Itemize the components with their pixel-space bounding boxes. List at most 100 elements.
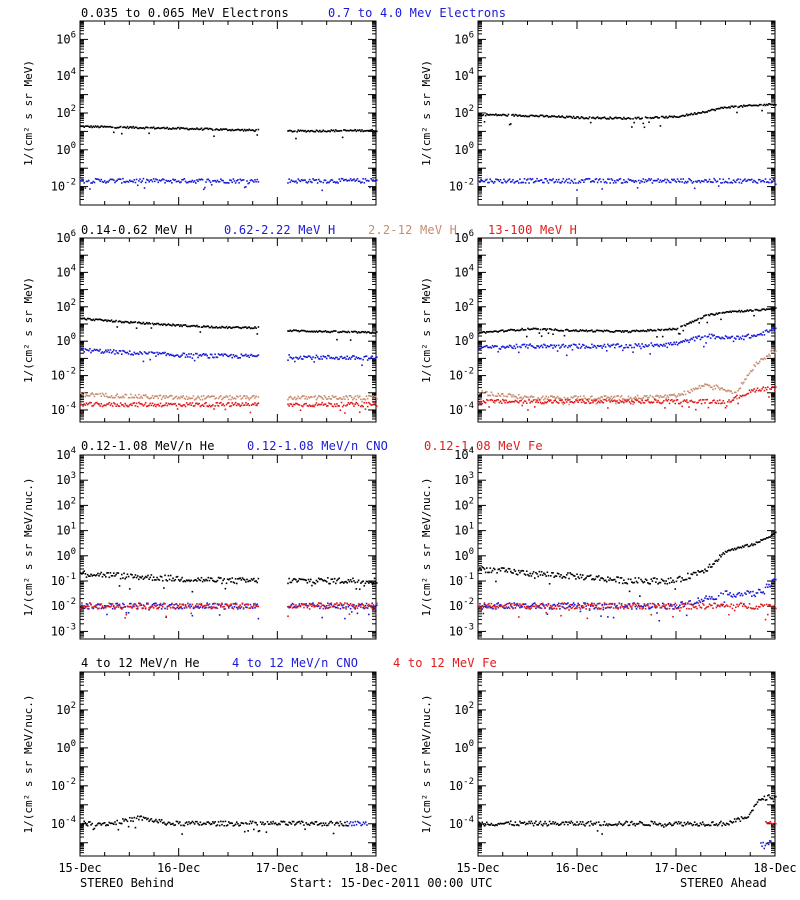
data-point [134,394,137,396]
data-point [325,182,328,184]
data-point [740,182,743,184]
data-point [298,357,301,359]
data-point [105,349,107,352]
data-point [194,128,197,131]
data-point [340,604,343,607]
data-point [705,342,707,344]
data-point [306,330,309,333]
data-point [146,603,148,605]
data-point [501,393,504,395]
data-point [764,358,767,360]
data-point [105,126,107,128]
data-point [355,179,358,182]
data-point [82,347,84,350]
data-point [613,180,616,182]
data-point [312,604,314,606]
data-point [335,356,337,359]
data-point [148,404,150,407]
data-point [647,399,649,401]
data-point [736,397,738,400]
data-point [681,393,683,395]
data-point [319,403,321,406]
data-point [649,394,651,397]
data-point [179,397,181,400]
data-point [242,395,245,397]
data-point [103,180,106,182]
data-point [498,568,501,570]
data-point [188,396,190,399]
data-point [240,398,243,400]
data-point [540,402,543,405]
data-point [253,354,255,357]
data-point [130,353,132,356]
data-point [583,395,585,397]
data-point [157,403,160,406]
data-point [537,180,539,182]
data-point [505,569,508,571]
data-point [152,405,155,407]
data-point [731,182,734,184]
data-point [341,136,344,139]
data-point [685,340,688,342]
data-point [580,116,583,118]
data-point [160,608,163,610]
data-point [323,179,326,181]
data-point [680,178,682,180]
data-point [238,182,240,184]
data-point [621,118,624,120]
data-point [484,402,487,404]
data-point [167,128,170,130]
data-point [136,352,139,355]
data-point [514,399,517,402]
data-point [345,608,347,610]
data-point [563,181,566,184]
data-point [225,582,228,585]
data-point [289,605,292,608]
data-point [181,127,183,129]
data-point [618,345,621,348]
y-tick-label: 10-4 [51,401,76,417]
data-point [757,389,760,392]
data-point [204,186,206,189]
data-point [548,115,551,118]
data-point [749,309,752,311]
data-point [328,355,330,357]
data-point [106,572,108,574]
y-tick-label: 101 [454,522,474,538]
data-point [716,180,719,183]
data-point [571,180,574,183]
data-point [556,350,559,352]
data-point [298,179,301,182]
data-point [140,576,142,579]
data-point [353,355,355,357]
data-point [531,114,534,117]
data-point [370,395,372,398]
data-point [713,334,715,337]
data-point [561,329,563,332]
data-point [501,398,504,401]
data-point [775,350,777,353]
series [80,317,378,341]
data-point [663,116,665,119]
data-point [693,401,696,403]
data-point [752,368,754,371]
series [478,531,777,597]
data-point [81,125,83,128]
data-point [567,397,569,399]
data-point [141,180,144,182]
data-point [651,117,654,119]
data-point [122,177,124,180]
data-point [152,178,155,180]
data-point [331,395,334,397]
data-point [126,605,129,607]
data-point [156,351,158,354]
data-point [147,322,149,325]
data-point [487,331,489,333]
data-point [737,310,739,313]
data-point [607,178,609,180]
data-point [687,323,689,325]
data-point [97,572,99,575]
data-point [633,329,635,332]
data-point [737,106,739,109]
data-point [600,396,602,398]
